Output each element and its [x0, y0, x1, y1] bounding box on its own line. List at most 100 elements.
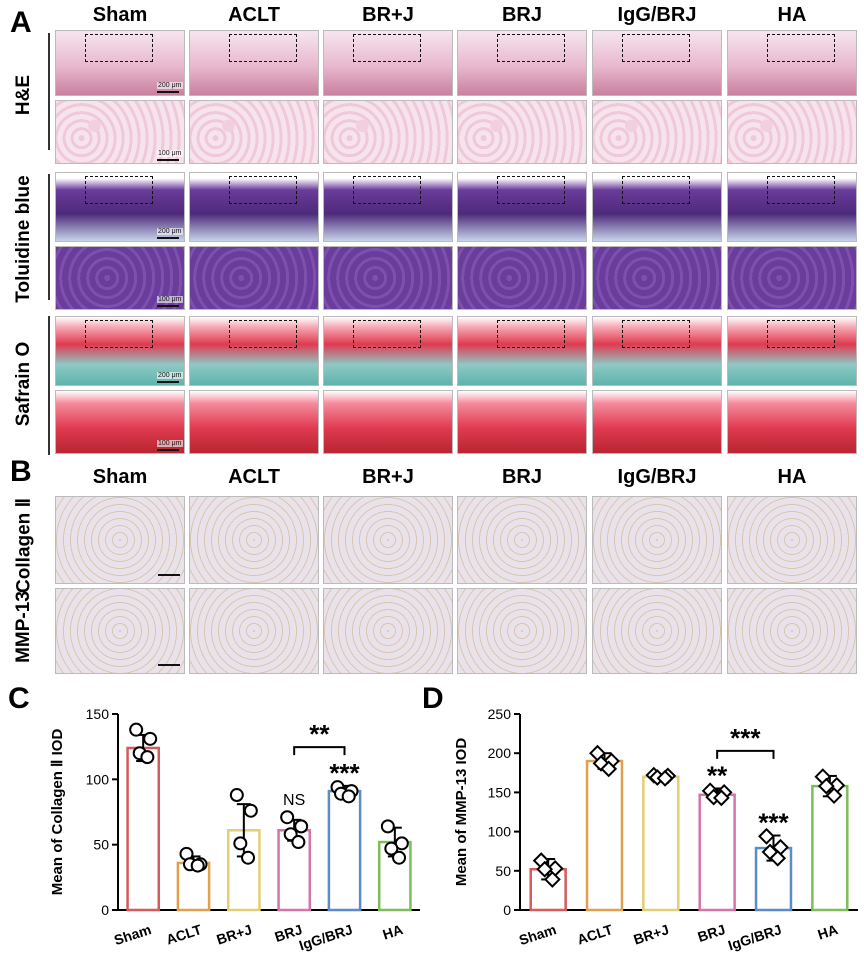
data-point: [143, 731, 158, 746]
scale-bar: [157, 91, 179, 93]
row-label-toluidine: Toluidine blue: [13, 175, 34, 303]
comparison-label: **: [309, 719, 330, 749]
histology-image: [727, 172, 857, 242]
panel-a-col-header: Sham: [92, 4, 148, 26]
y-tick-label: 50: [495, 863, 511, 879]
data-point: [817, 777, 835, 795]
histology-image: [457, 172, 587, 242]
data-point: [656, 769, 674, 787]
data-point: [536, 860, 554, 878]
histology-image: [323, 172, 453, 242]
panel-b-letter: B: [10, 455, 32, 488]
histology-image: [592, 30, 722, 96]
histology-image: [323, 30, 453, 96]
scale-bar-label: 100 μm: [157, 440, 183, 447]
histology-image: [189, 30, 319, 96]
scale-bar: [157, 305, 179, 307]
scale-bar: [157, 237, 179, 239]
data-point: [233, 836, 248, 851]
histology-zoom-image: [592, 390, 722, 454]
scale-bar-label: 200 μm: [157, 82, 183, 89]
zoom-inset-box: [497, 176, 565, 204]
histology-zoom-image: [323, 390, 453, 454]
data-point: [291, 835, 306, 850]
zoom-inset-box: [229, 320, 297, 348]
y-tick-label: 250: [488, 706, 512, 722]
significance-label: ***: [758, 808, 789, 838]
histology-image: [592, 316, 722, 386]
zoom-inset-box: [229, 176, 297, 204]
zoom-inset-box: [622, 176, 690, 204]
x-tick-label: IgG/BRJ: [726, 921, 783, 953]
ihc-mmp13-image: [727, 588, 857, 674]
mmp-13-iod-chart: 0 50 100 150 200 250 Mean of MMP-13 IOD Sham ACL…: [453, 706, 858, 953]
row-divider: [48, 33, 50, 150]
panel-b-col-header: IgG/BRJ: [617, 466, 697, 488]
panel-b-col-header: BRJ: [501, 466, 542, 488]
ihc-collagen-image: [457, 496, 587, 584]
scale-bar-label: 200 μm: [157, 228, 183, 235]
row-label-he: H&E: [13, 74, 34, 116]
panel-a-letter: A: [10, 6, 32, 39]
zoom-inset-box: [767, 176, 835, 204]
row-label-mmp13: MMP-13: [13, 591, 34, 663]
bar: [327, 789, 362, 912]
histology-zoom-image: [189, 246, 319, 310]
zoom-inset-box: [353, 34, 421, 62]
ihc-mmp13-image: [457, 588, 587, 674]
zoom-inset-box: [497, 34, 565, 62]
zoom-inset-box: [85, 34, 153, 62]
panel-a-col-header: IgG/BRJ: [617, 4, 697, 26]
bar: [642, 775, 680, 912]
x-tick-label: BR+J: [214, 921, 253, 947]
histology-image: [55, 172, 185, 242]
row-divider: [48, 316, 50, 455]
data-point: [243, 803, 258, 818]
bar: [126, 746, 161, 912]
data-point: [229, 788, 244, 803]
scale-bar: [158, 664, 180, 666]
scale-bar-label: 100 μm: [157, 296, 183, 303]
data-point: [712, 789, 730, 807]
panel-b-col-header: BR+J: [362, 466, 414, 488]
panel-a-col-header: ACLT: [228, 4, 280, 26]
x-tick-label: Sham: [517, 921, 558, 948]
scale-bar: [158, 574, 180, 576]
data-point: [380, 819, 395, 834]
data-point: [129, 722, 144, 737]
data-point: [341, 789, 356, 804]
data-point: [241, 850, 256, 865]
histology-zoom-image: [457, 390, 587, 454]
comparison-label: ***: [730, 723, 761, 753]
histology-zoom-image: [457, 246, 587, 310]
ihc-mmp13-image: [592, 588, 722, 674]
panel-a-col-header: BRJ: [501, 4, 542, 26]
collagen-ii-iod-chart: 0 50 100 150 Mean of Collagen Ⅱ IOD Sham ACLT B…: [49, 706, 420, 953]
scale-bar-label: 100 μm: [157, 150, 183, 157]
histology-zoom-image: [189, 390, 319, 454]
data-point: [825, 787, 843, 804]
panel-b-col-header: ACLT: [228, 466, 280, 488]
ihc-collagen-image: [189, 496, 319, 584]
histology-zoom-image: [727, 390, 857, 454]
data-point: [600, 760, 618, 778]
x-tick-label: BRJ: [696, 921, 728, 945]
histology-image: [727, 30, 857, 96]
bar: [811, 784, 849, 912]
histology-zoom-image: [727, 100, 857, 164]
y-axis-label: Mean of MMP-13 IOD: [453, 738, 470, 887]
y-tick-label: 150: [488, 784, 512, 800]
ihc-collagen-image: [727, 496, 857, 584]
zoom-inset-box: [85, 320, 153, 348]
row-divider: [48, 174, 50, 300]
histology-zoom-image: [323, 100, 453, 164]
ihc-collagen-image: [323, 496, 453, 584]
zoom-inset-box: [622, 320, 690, 348]
data-point: [140, 750, 155, 765]
scale-bar-label: 200 μm: [157, 372, 183, 379]
histology-image: [189, 316, 319, 386]
panel-a-col-header: BR+J: [362, 4, 414, 26]
histology-zoom-image: [323, 246, 453, 310]
histology-zoom-image: [592, 100, 722, 164]
row-label-safranin: Safrain O: [13, 341, 34, 427]
